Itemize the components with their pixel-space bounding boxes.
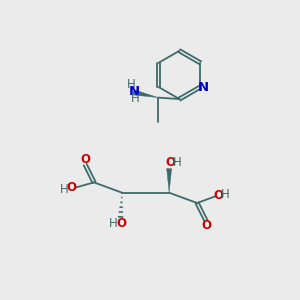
Text: H: H — [221, 188, 230, 201]
Text: H: H — [130, 92, 140, 105]
Text: O: O — [201, 220, 211, 232]
Text: O: O — [116, 217, 126, 230]
Text: H: H — [60, 183, 69, 196]
Polygon shape — [133, 90, 158, 98]
Text: O: O — [166, 156, 176, 169]
Text: H: H — [127, 77, 136, 91]
Text: N: N — [198, 81, 209, 94]
Text: O: O — [80, 153, 90, 166]
Text: O: O — [214, 189, 224, 202]
Text: H: H — [109, 217, 118, 230]
Text: H: H — [173, 156, 182, 169]
Text: O: O — [66, 182, 76, 194]
Text: N: N — [128, 85, 140, 98]
Polygon shape — [167, 169, 172, 193]
